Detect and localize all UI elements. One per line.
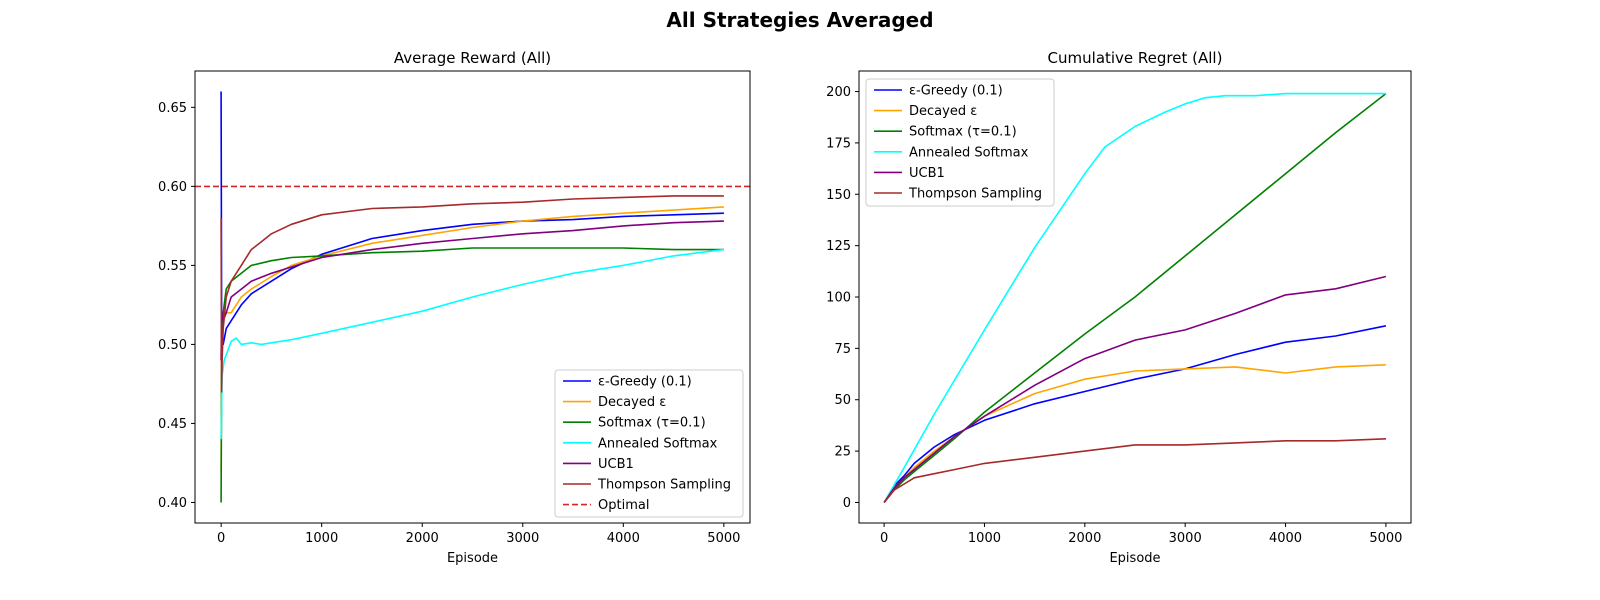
reward-x-tick-label: 0 bbox=[217, 531, 225, 546]
regret-series-softmax-0-1 bbox=[883, 92, 1387, 504]
reward-legend-box bbox=[554, 369, 744, 518]
reward-legend-label-optimal: Optimal bbox=[598, 498, 649, 513]
reward-x-tick-label: 2000 bbox=[406, 531, 439, 546]
regret-y-tick-label: 175 bbox=[826, 136, 851, 151]
reward-legend-label-thompson-sampling: Thompson Sampling bbox=[597, 478, 731, 493]
average-reward-panel: Average Reward (All) 0 1000 2000 3000 4000 500… bbox=[158, 49, 751, 566]
regret-series-thompson-sampling bbox=[883, 438, 1386, 504]
regret-series-ucb1 bbox=[883, 275, 1387, 503]
regret-x-tick-label: 0 bbox=[880, 531, 888, 546]
reward-x-tick-label: 3000 bbox=[506, 531, 539, 546]
reward-y-tick-label: 0.60 bbox=[158, 180, 187, 195]
regret-y-tick-label: 100 bbox=[826, 291, 851, 306]
regret-y-tick-label: 25 bbox=[834, 445, 851, 460]
reward-legend: ε-Greedy (0.1) Decayed ε Softmax (τ=0.1) An… bbox=[554, 369, 744, 518]
regret-y-tick-label: 200 bbox=[826, 85, 851, 100]
reward-series-annealed-softmax bbox=[220, 248, 724, 440]
regret-x-tick-label: 2000 bbox=[1068, 531, 1101, 546]
regret-legend-label-ucb1: UCB1 bbox=[909, 166, 945, 181]
regret-legend-label-softmax-0-1: Softmax (τ=0.1) bbox=[909, 125, 1017, 140]
regret-y-tick-label: 50 bbox=[834, 393, 851, 408]
regret-chart-title: Cumulative Regret (All) bbox=[1048, 49, 1223, 67]
regret-x-tick-label: 3000 bbox=[1169, 531, 1202, 546]
cumulative-regret-panel: Cumulative Regret (All)0 1000 2000 3000 4000… bbox=[826, 49, 1412, 566]
regret-series-group bbox=[883, 92, 1387, 504]
regret-series-annealed-softmax bbox=[883, 92, 1386, 503]
reward-y-tick-label: 0.40 bbox=[158, 496, 187, 511]
reward-series-group bbox=[195, 91, 750, 503]
regret-legend: ε-Greedy (0.1) Decayed ε Softmax (τ=0.1) An… bbox=[865, 78, 1055, 207]
reward-chart-title: Average Reward (All) bbox=[394, 49, 551, 67]
reward-y-tick-label: 0.65 bbox=[158, 101, 187, 116]
reward-y-tick-label: 0.55 bbox=[158, 259, 187, 274]
regret-x-tick-label: 5000 bbox=[1369, 531, 1402, 546]
regret-legend-label-decayed: Decayed ε bbox=[909, 104, 977, 119]
reward-series-greedy-0-1 bbox=[220, 91, 724, 346]
reward-legend-label-greedy-0-1: ε-Greedy (0.1) bbox=[598, 375, 692, 390]
regret-legend-label-greedy-0-1: ε-Greedy (0.1) bbox=[909, 84, 1003, 99]
reward-legend-label-decayed: Decayed ε bbox=[598, 395, 666, 410]
reward-series-thompson-sampling bbox=[220, 195, 724, 393]
regret-y-tick-label: 150 bbox=[826, 188, 851, 203]
reward-plot-frame bbox=[194, 70, 751, 524]
reward-legend-label-softmax-0-1: Softmax (τ=0.1) bbox=[598, 416, 706, 431]
regret-x-axis-label: Episode bbox=[1109, 551, 1160, 566]
regret-x-tick-label: 1000 bbox=[968, 531, 1001, 546]
reward-x-axis-label: Episode bbox=[447, 551, 498, 566]
regret-legend-box bbox=[865, 78, 1055, 207]
reward-y-tick-label: 0.45 bbox=[158, 417, 187, 432]
figure-suptitle: All Strategies Averaged bbox=[666, 8, 933, 32]
regret-legend-label-thompson-sampling: Thompson Sampling bbox=[908, 187, 1042, 202]
reward-series-softmax-0-1 bbox=[220, 247, 724, 503]
regret-y-tick-label: 75 bbox=[834, 342, 851, 357]
reward-y-tick-label: 0.50 bbox=[158, 338, 187, 353]
regret-y-tick-label: 125 bbox=[826, 239, 851, 254]
reward-x-tick-label: 5000 bbox=[707, 531, 740, 546]
regret-y-tick-label: 0 bbox=[843, 496, 851, 511]
reward-x-tick-label: 4000 bbox=[607, 531, 640, 546]
regret-legend-label-annealed-softmax: Annealed Softmax bbox=[909, 145, 1029, 160]
regret-x-tick-label: 4000 bbox=[1269, 531, 1302, 546]
reward-x-tick-label: 1000 bbox=[305, 531, 338, 546]
regret-series-greedy-0-1 bbox=[883, 325, 1387, 503]
reward-legend-label-ucb1: UCB1 bbox=[598, 457, 634, 472]
reward-legend-label-annealed-softmax: Annealed Softmax bbox=[598, 436, 718, 451]
